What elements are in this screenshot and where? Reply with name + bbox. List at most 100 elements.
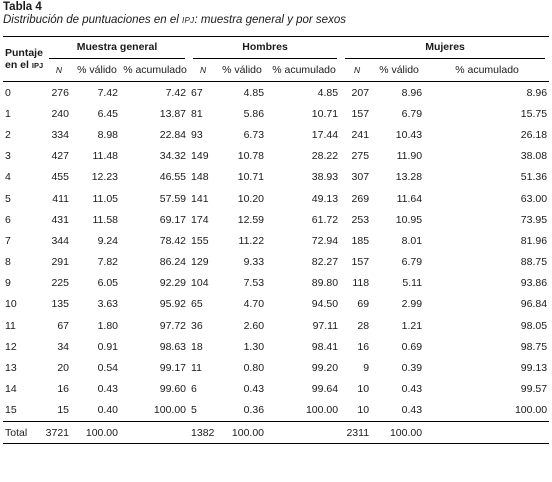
table-cell: 2 bbox=[5, 128, 11, 141]
table-cell: 97.11 bbox=[312, 319, 339, 332]
table-cell: 11.05 bbox=[92, 192, 119, 205]
puntaje-header: Puntaje en el IPJ bbox=[3, 36, 45, 82]
table-cell: 0.43 bbox=[401, 404, 423, 417]
total-row: Total 3721 100.00 1382 100.00 2311 100.00 bbox=[3, 421, 550, 444]
table-cell: 82.27 bbox=[311, 256, 339, 269]
col-n-mujeres: N bbox=[353, 65, 361, 75]
table-row: 12 34 0.91 98.63 18 1.30 98.41 16 0.69 98.75 bbox=[3, 336, 549, 357]
table-cell: 129 bbox=[191, 256, 209, 269]
table-cell: 269 bbox=[351, 192, 370, 205]
table-cell: 10 bbox=[5, 298, 17, 311]
table-cell: 96.84 bbox=[520, 298, 548, 311]
table-cell: 98.63 bbox=[159, 340, 187, 353]
table-cell: 81 bbox=[191, 107, 203, 120]
table-cell: 276 bbox=[51, 86, 69, 99]
table-cell: 78.42 bbox=[159, 234, 187, 247]
table-cell: 13.87 bbox=[159, 107, 187, 120]
table-cell: 22.84 bbox=[159, 128, 187, 141]
table-cell: 6.73 bbox=[243, 128, 265, 141]
table-cell: 0.36 bbox=[243, 404, 265, 417]
table-cell: 69 bbox=[357, 298, 370, 311]
table-cell: 6.05 bbox=[97, 277, 118, 290]
table-row: 15 15 0.40 100.00 5 0.36 100.00 10 0.43 100.00 bbox=[3, 400, 549, 422]
table-cell: 2.99 bbox=[401, 298, 423, 311]
table-row: 8 291 7.82 86.24 129 9.33 82.27 157 6.79 88.75 bbox=[3, 252, 549, 273]
table-cell: 98.41 bbox=[311, 340, 339, 353]
table-cell: 73.95 bbox=[520, 213, 548, 226]
table-cell: 28.22 bbox=[311, 150, 339, 163]
table-cell: 99.13 bbox=[520, 362, 548, 375]
table-cell: 92.29 bbox=[159, 277, 187, 290]
table-cell: 46.55 bbox=[159, 171, 187, 184]
table-row: 0 276 7.42 7.42 67 4.85 4.85 207 8.96 8.96 bbox=[3, 82, 549, 104]
table-cell: 10.95 bbox=[395, 213, 423, 226]
table-cell: 61.72 bbox=[311, 213, 339, 226]
table-cell: 3 bbox=[5, 150, 11, 163]
table-cell: 69.17 bbox=[159, 213, 187, 226]
table-cell: 12.23 bbox=[91, 171, 118, 184]
table-cell: 9.33 bbox=[243, 256, 265, 269]
table-cell: 12 bbox=[5, 340, 17, 353]
table-cell: 1.21 bbox=[401, 319, 423, 332]
col-n-hombres: N bbox=[199, 65, 207, 75]
table-cell: 155 bbox=[191, 234, 209, 247]
table-cell: 6.79 bbox=[401, 256, 423, 269]
subtitle-abbrev: IPJ bbox=[182, 16, 195, 25]
table-cell: 93 bbox=[191, 128, 203, 141]
table-cell: 0.91 bbox=[97, 340, 118, 353]
table-cell: 455 bbox=[51, 171, 69, 184]
table-cell: 98.05 bbox=[520, 319, 548, 332]
col-pct-mujeres: % válido bbox=[379, 64, 419, 76]
table-cell: 174 bbox=[191, 213, 209, 226]
table-cell: 11.22 bbox=[238, 234, 265, 247]
table-cell: 10.78 bbox=[237, 150, 265, 163]
group-header-mujeres: Mujeres bbox=[341, 37, 549, 60]
table-cell: 2311 bbox=[341, 421, 374, 444]
table-cell: 99.64 bbox=[311, 383, 339, 396]
table-cell: 141 bbox=[191, 192, 209, 205]
col-cum-general: % acumulado bbox=[123, 64, 187, 76]
table-cell: 97.72 bbox=[159, 319, 187, 332]
table-cell: 148 bbox=[191, 171, 209, 184]
table-cell: 100.00 bbox=[373, 421, 426, 444]
col-pct-hombres: % válido bbox=[222, 64, 262, 76]
table-cell: 9.24 bbox=[97, 234, 118, 247]
group-header-hombres: Hombres bbox=[189, 37, 341, 60]
table-cell: 6 bbox=[5, 213, 11, 226]
table-cell: 427 bbox=[51, 150, 69, 163]
table-cell: 11.64 bbox=[396, 192, 423, 205]
table-cell: 99.60 bbox=[159, 383, 187, 396]
table-cell: 20 bbox=[57, 362, 69, 375]
col-cum-mujeres: % acumulado bbox=[455, 64, 519, 76]
table-cell: 11 bbox=[191, 362, 202, 375]
table-cell: 11.58 bbox=[92, 213, 119, 226]
table-cell: 0.54 bbox=[97, 362, 118, 375]
table-cell: 0.69 bbox=[401, 340, 423, 353]
table-cell: 7.42 bbox=[165, 86, 187, 99]
table-cell: 10 bbox=[357, 383, 370, 396]
table-cell: 104 bbox=[191, 277, 209, 290]
table-cell: 2.60 bbox=[243, 319, 265, 332]
table-cell: 0 bbox=[5, 86, 11, 99]
table-cell: 0.40 bbox=[97, 404, 118, 417]
table-cell: 241 bbox=[351, 128, 370, 141]
table-cell: 99.20 bbox=[311, 362, 339, 375]
table-cell: 1.80 bbox=[97, 319, 118, 332]
table-row: 6 431 11.58 69.17 174 12.59 61.72 253 10.95 73.95 bbox=[3, 209, 549, 230]
table-cell: Total bbox=[3, 421, 45, 444]
score-distribution-table: Puntaje en el IPJ Muestra general Hombre… bbox=[3, 36, 550, 444]
table-cell: 8.96 bbox=[401, 86, 423, 99]
table-cell: 34.32 bbox=[159, 150, 187, 163]
table-cell: 135 bbox=[51, 298, 69, 311]
table-cell: 16 bbox=[357, 340, 370, 353]
col-pct-general: % válido bbox=[77, 64, 117, 76]
table-cell: 0.43 bbox=[97, 383, 118, 396]
table-cell: 11.90 bbox=[396, 150, 423, 163]
table-cell: 100.00 bbox=[514, 404, 548, 417]
table-cell: 26.18 bbox=[520, 128, 548, 141]
table-cell: 57.59 bbox=[159, 192, 187, 205]
col-n-general: N bbox=[55, 65, 63, 75]
table-cell: 4 bbox=[5, 171, 11, 184]
table-cell: 11.48 bbox=[92, 150, 119, 163]
